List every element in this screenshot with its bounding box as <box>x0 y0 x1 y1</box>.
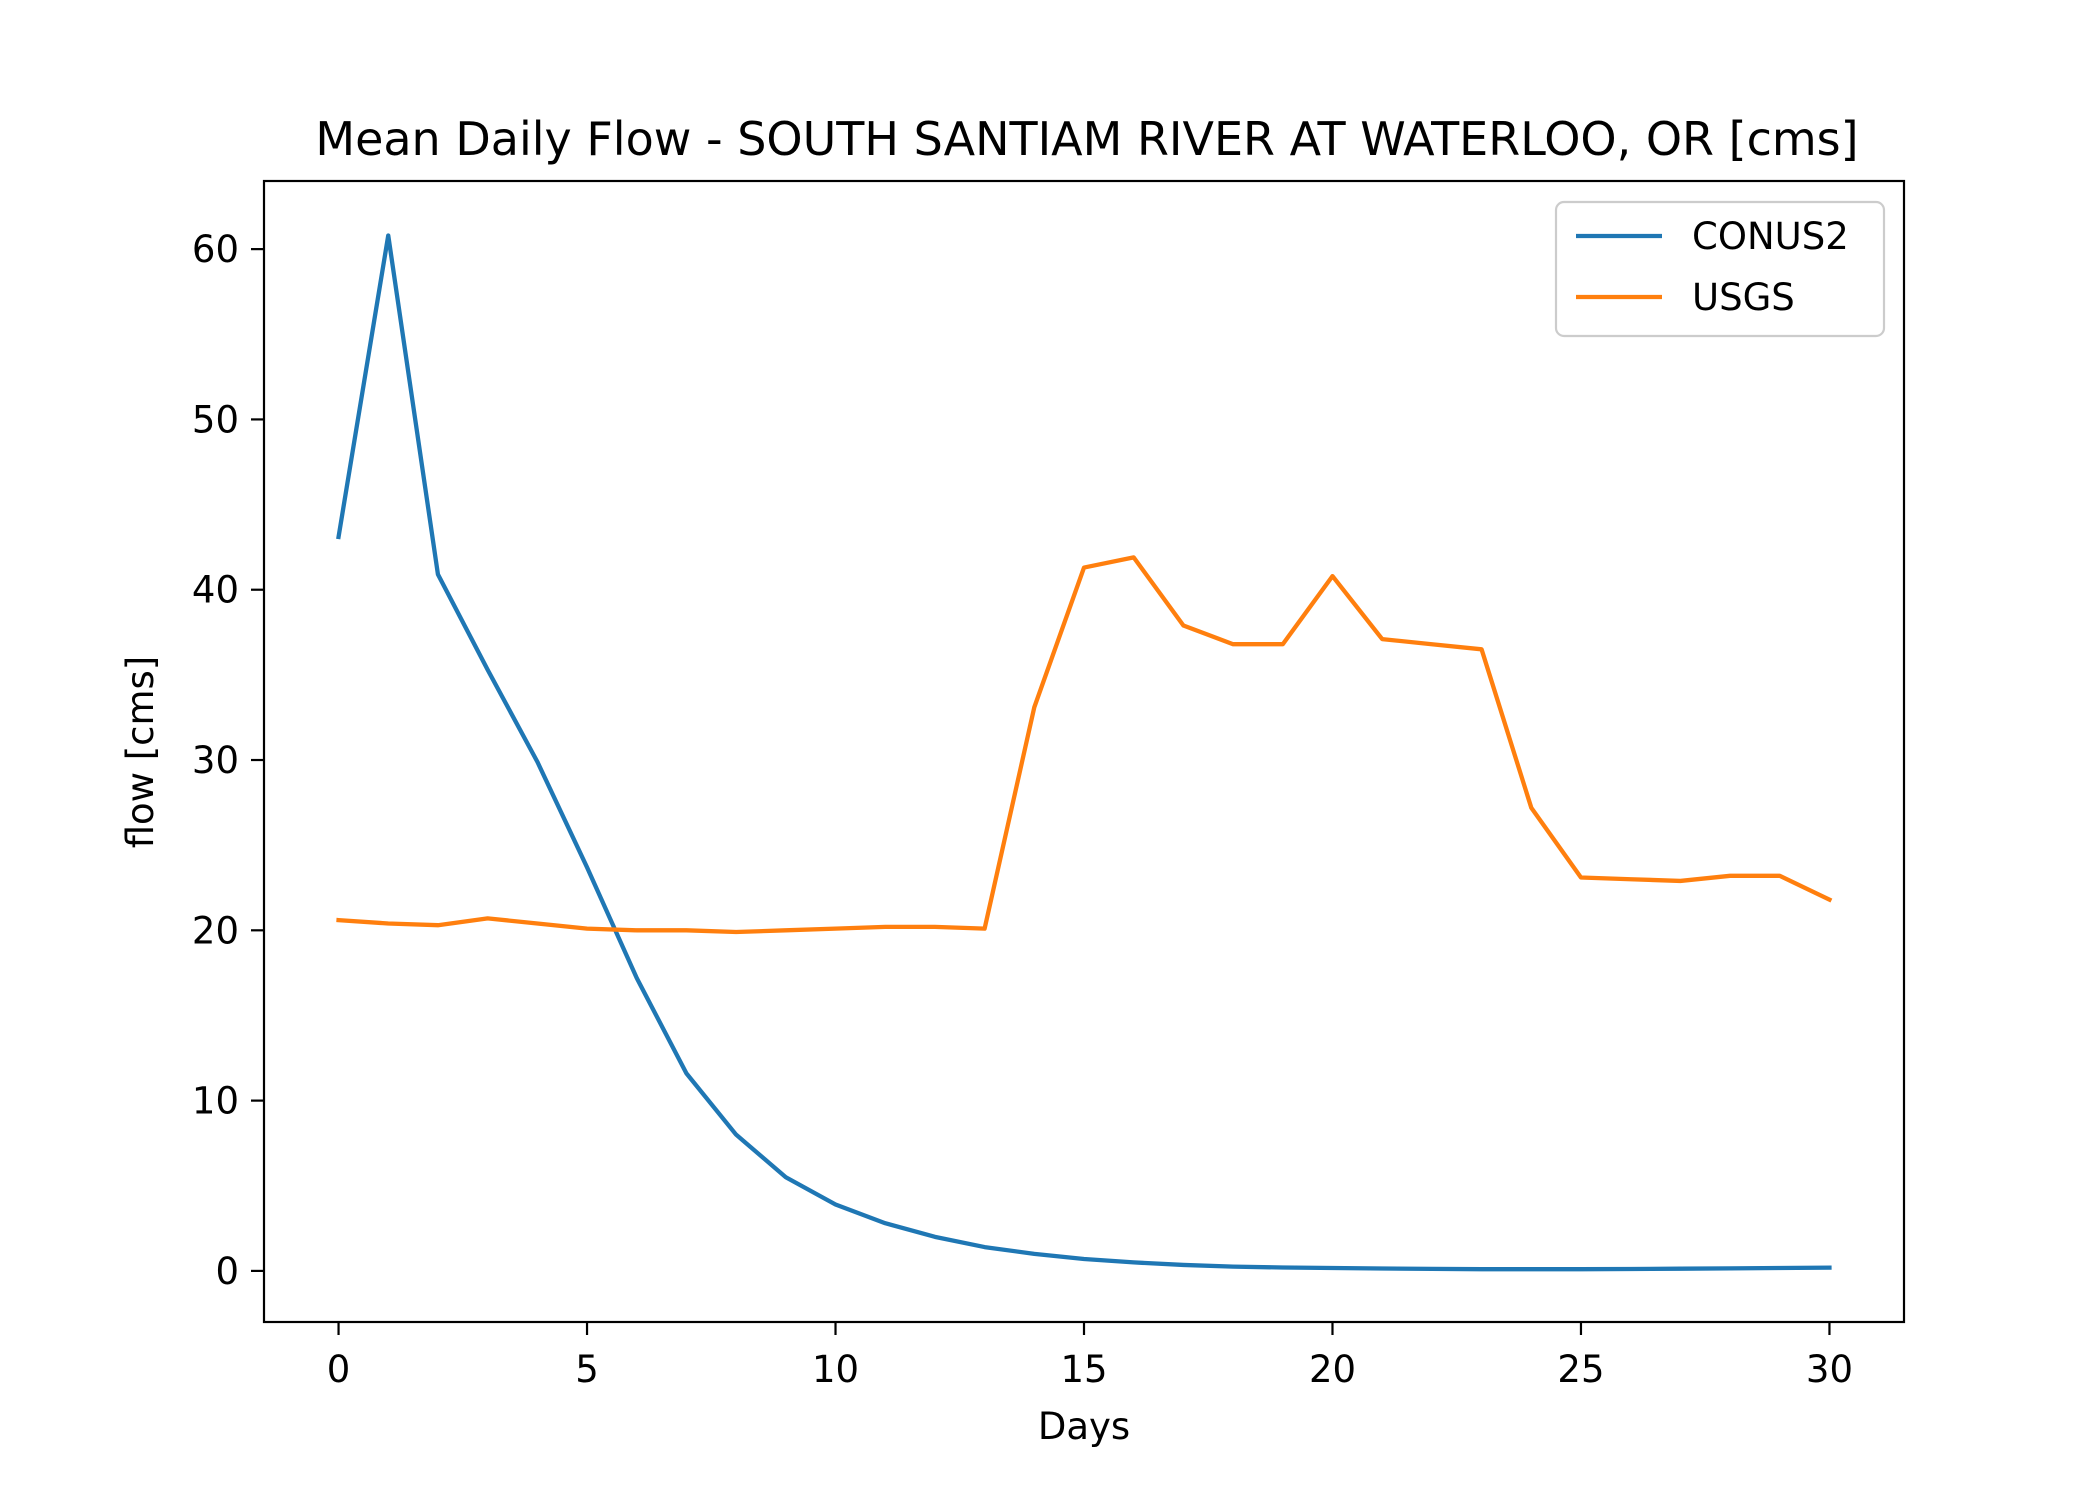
y-axis-label: flow [cms] <box>119 656 162 849</box>
chart-title: Mean Daily Flow - SOUTH SANTIAM RIVER AT… <box>315 112 1858 166</box>
x-tick-label: 25 <box>1557 1348 1604 1391</box>
y-tick-label: 60 <box>192 228 239 271</box>
y-tick-label: 10 <box>192 1080 239 1123</box>
y-tick-label: 0 <box>215 1250 239 1293</box>
x-tick-label: 30 <box>1806 1348 1853 1391</box>
y-tick-label: 30 <box>192 739 239 782</box>
series-line-usgs <box>336 555 1833 935</box>
y-tick-label: 50 <box>192 398 239 441</box>
series-layer <box>336 233 1833 1272</box>
x-tick-label: 5 <box>575 1348 599 1391</box>
y-tick-label: 20 <box>192 909 239 952</box>
series-line-conus2 <box>336 233 1832 1272</box>
legend-label-usgs: USGS <box>1692 276 1795 319</box>
legend-label-conus2: CONUS2 <box>1692 215 1849 258</box>
y-tick-label: 40 <box>192 569 239 612</box>
plot-background <box>264 181 1904 1322</box>
x-tick-label: 20 <box>1309 1348 1356 1391</box>
y-axis: 0 10 20 30 40 50 60 <box>192 228 264 1293</box>
legend: CONUS2 USGS <box>1554 200 1886 338</box>
x-tick-label: 15 <box>1060 1348 1107 1391</box>
x-tick-label: 0 <box>327 1348 351 1391</box>
x-axis: 0 5 10 15 20 25 30 <box>327 1322 1853 1391</box>
x-axis-label: Days <box>1038 1405 1130 1448</box>
x-tick-label: 10 <box>812 1348 859 1391</box>
plot-area <box>262 179 1906 1324</box>
